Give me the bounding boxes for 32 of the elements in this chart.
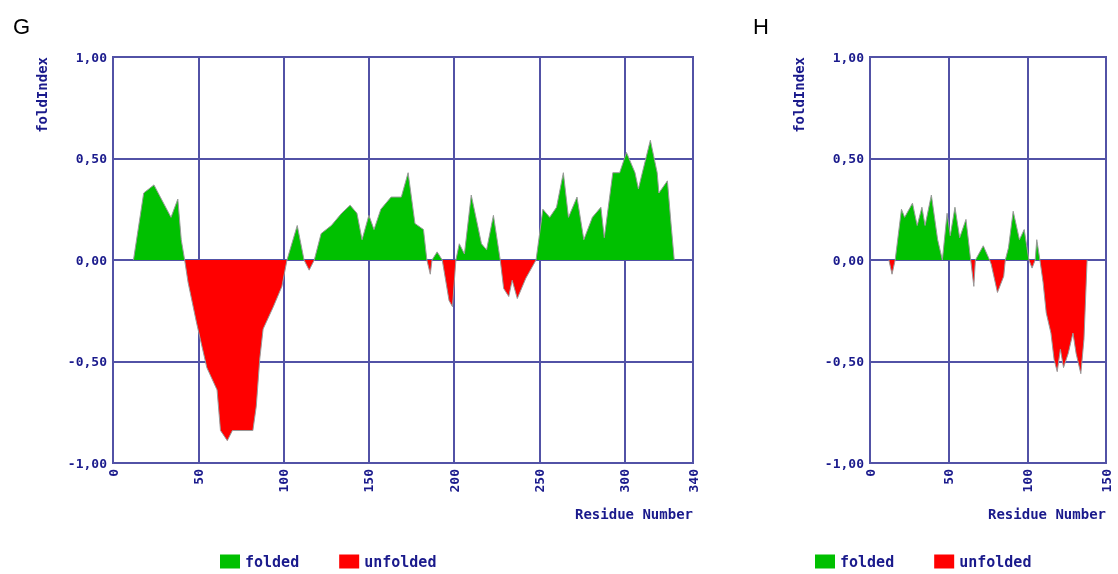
x-axis-title: Residue Number (987, 506, 1106, 522)
x-tick-label: 0 (862, 468, 878, 477)
y-tick-label: -1,00 (824, 455, 865, 471)
legend-label: unfolded (364, 552, 437, 571)
x-tick-label: 150 (361, 468, 377, 493)
y-axis-title: foldIndex (791, 56, 807, 133)
x-tick-label: 50 (190, 468, 206, 485)
y-axis-title: foldIndex (34, 56, 50, 133)
x-tick-label: 100 (1019, 468, 1035, 493)
y-tick-label: -1,00 (67, 455, 108, 471)
y-tick-label: 1,00 (832, 49, 865, 65)
chart-title: G (13, 13, 31, 39)
x-tick-label: 300 (617, 468, 633, 493)
y-tick-label: 0,00 (832, 252, 865, 268)
chart-title: H (753, 13, 769, 39)
legend-label: folded (245, 552, 300, 571)
x-tick-label: 150 (1098, 468, 1114, 493)
x-tick-label: 200 (446, 468, 462, 493)
x-tick-label: 0 (105, 468, 121, 477)
y-tick-label: 0,50 (832, 151, 865, 166)
x-tick-label: 50 (941, 468, 957, 485)
legend-label: folded (840, 552, 895, 571)
y-tick-label: 0,00 (75, 252, 108, 268)
x-axis-title: Residue Number (574, 506, 693, 522)
x-tick-label: 100 (276, 468, 292, 493)
x-tick-label: 340 (685, 468, 701, 493)
y-tick-label: 1,00 (75, 49, 108, 65)
x-tick-label: 250 (531, 468, 547, 493)
y-tick-label: -0,50 (824, 354, 865, 369)
legend-label: unfolded (959, 552, 1032, 571)
y-tick-label: 0,50 (75, 151, 108, 166)
y-tick-label: -0,50 (67, 354, 108, 369)
